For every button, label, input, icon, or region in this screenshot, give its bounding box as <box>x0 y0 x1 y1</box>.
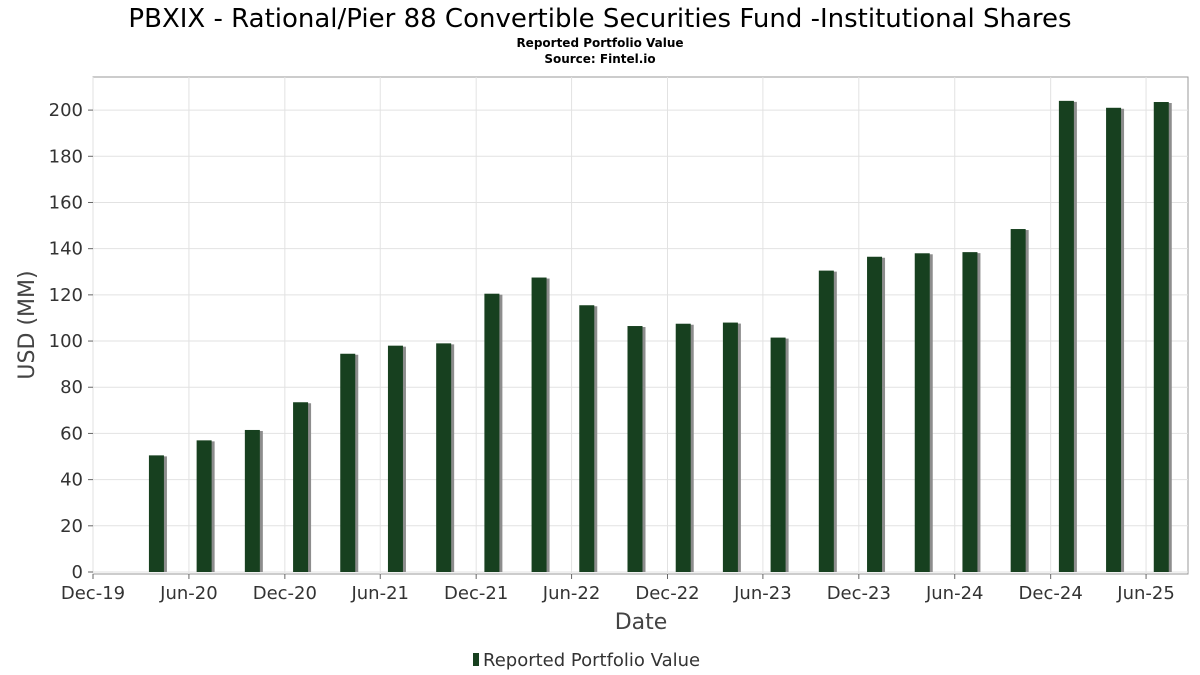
bar <box>914 253 930 573</box>
gridlines <box>92 77 1188 574</box>
bar <box>867 256 883 572</box>
x-tick-label: Jun-20 <box>159 583 218 604</box>
x-axis-label: Date <box>615 610 668 635</box>
chart-title: PBXIX - Rational/Pier 88 Convertible Sec… <box>128 4 1071 34</box>
bar <box>340 353 356 572</box>
legend-swatch <box>473 653 479 666</box>
bars <box>148 100 1172 573</box>
x-tick-label: Jun-25 <box>1116 583 1175 604</box>
bar <box>675 323 691 572</box>
x-tick-label: Dec-21 <box>444 583 508 604</box>
bar <box>627 326 643 572</box>
bar <box>722 322 738 572</box>
x-tick-label: Dec-20 <box>253 583 317 604</box>
x-tick-label: Jun-24 <box>925 583 984 604</box>
y-tick-label: 140 <box>49 239 83 260</box>
bar <box>1106 107 1122 573</box>
bar <box>531 277 547 572</box>
legend-label: Reported Portfolio Value <box>483 650 700 671</box>
bar <box>387 345 403 572</box>
x-tick-label: Jun-21 <box>350 583 409 604</box>
y-tick-label: 120 <box>49 285 83 306</box>
bar <box>1153 102 1169 572</box>
bar <box>436 343 452 572</box>
y-tick-label: 20 <box>60 516 83 537</box>
bar <box>484 293 500 572</box>
bar <box>1010 229 1026 573</box>
bar <box>148 455 164 572</box>
y-tick-label: 100 <box>49 331 83 352</box>
y-tick-label: 40 <box>60 470 83 491</box>
bar <box>579 305 595 572</box>
x-tick-label: Jun-23 <box>733 583 792 604</box>
bar <box>962 252 978 572</box>
bar <box>293 402 309 572</box>
y-axis-label: USD (MM) <box>15 270 40 379</box>
bar <box>770 337 786 572</box>
x-tick-label: Jun-22 <box>542 583 601 604</box>
y-tick-label: 160 <box>49 192 83 213</box>
y-tick-label: 60 <box>60 423 83 444</box>
chart-subtitle: Reported Portfolio Value <box>516 36 683 50</box>
legend: Reported Portfolio Value <box>473 650 700 671</box>
x-tick-label: Dec-22 <box>635 583 699 604</box>
bar <box>1058 100 1074 572</box>
y-tick-label: 200 <box>49 100 83 121</box>
y-tick-label: 80 <box>60 377 83 398</box>
x-tick-label: Dec-23 <box>827 583 891 604</box>
bar <box>196 440 212 572</box>
axes: 0 20 40 60 80 100 120 140 160 180 200 Dec-19 Jun-20 D… <box>49 100 1175 604</box>
x-tick-label: Dec-24 <box>1019 583 1083 604</box>
y-tick-label: 0 <box>72 562 83 583</box>
bar <box>818 270 834 572</box>
bar <box>244 429 260 572</box>
y-tick-label: 180 <box>49 146 83 167</box>
chart-source: Source: Fintel.io <box>544 52 655 66</box>
x-tick-label: Dec-19 <box>61 583 125 604</box>
